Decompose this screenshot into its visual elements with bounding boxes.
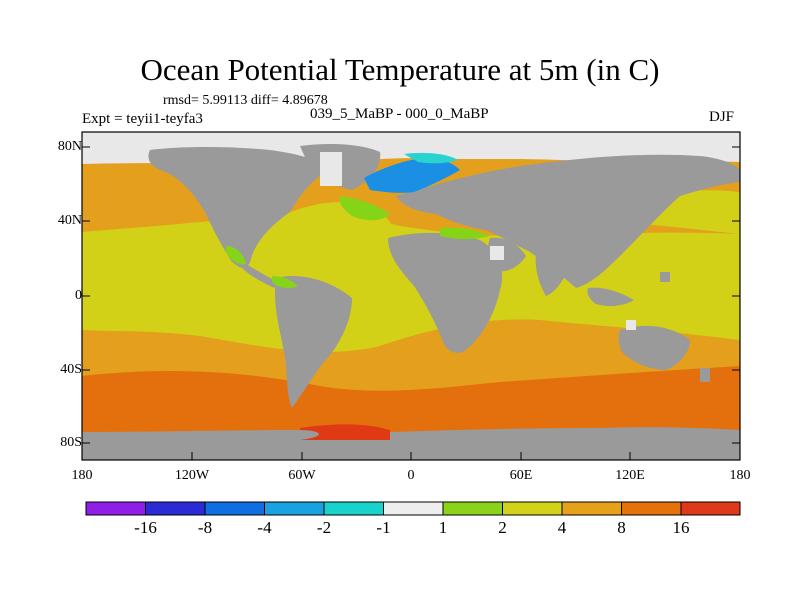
java-sea-spot (626, 320, 636, 330)
colorbar-box-4 (323, 501, 384, 516)
colorbar-box-9 (621, 501, 682, 516)
lon-label-0: 0 (407, 468, 415, 483)
colorbar-label: 1 (438, 518, 448, 537)
colorbar-box-3 (264, 501, 325, 516)
lat-label-40s: 40S (60, 362, 82, 377)
lat-label-eq: 0 (75, 288, 82, 303)
pacific-island-land (660, 272, 670, 282)
antarctic-red-strip (300, 424, 390, 440)
africa-land (388, 232, 503, 353)
south-america-land (274, 276, 352, 408)
india-land (535, 252, 566, 296)
lon-label-180w: 180 (71, 468, 93, 483)
lon-label-120w: 120W (174, 468, 210, 483)
colorbar-label: -2 (316, 518, 332, 537)
mediterranean-green (440, 227, 490, 239)
caribbean-green (272, 276, 298, 289)
baltic-ice-spot (320, 152, 342, 186)
lon-label-120e: 120E (615, 468, 645, 483)
colorbar (85, 501, 741, 516)
arctic-cyan-anomaly (404, 152, 458, 164)
colorbar-label: -16 (134, 518, 157, 537)
colorbar-label: -1 (376, 518, 391, 537)
colorbar-box-7 (502, 501, 563, 516)
colorbar-label: -4 (257, 518, 272, 537)
lat-label-80n: 80N (57, 139, 82, 154)
chart-title: Ocean Potential Temperature at 5m (in C) (140, 52, 660, 87)
lon-label-60w: 60W (288, 468, 316, 483)
eurasia-land (396, 154, 740, 288)
colorbar-box-2 (204, 501, 265, 516)
lon-label-60e: 60E (509, 468, 533, 483)
pacific-island-land-2 (700, 368, 710, 382)
central-america-land (242, 264, 278, 288)
colorbar-box-0 (85, 501, 146, 516)
axis-ticks (81, 146, 741, 460)
colorbar-box-5 (383, 501, 444, 516)
australia-land (618, 325, 690, 370)
lat-label-40n: 40N (57, 213, 82, 228)
colorbar-box-10 (680, 501, 741, 516)
colorbar-label: -8 (197, 518, 213, 537)
colorbar-box-1 (145, 501, 206, 516)
north-atlantic-green (339, 196, 390, 221)
colorbar-box-6 (442, 501, 503, 516)
colorbar-label: 8 (617, 518, 626, 537)
experiment-label: Expt = teyii1-teyfa3 (82, 111, 203, 127)
colorbar-box-8 (561, 501, 622, 516)
colorbar-label: 4 (557, 518, 567, 537)
lat-label-80s: 80S (60, 435, 82, 450)
black-sea-spot (490, 246, 504, 260)
indonesia-land (587, 287, 634, 307)
gulf-green (226, 246, 246, 265)
rmsd-diff-stats: rmsd= 5.99113 diff= 4.89678 (163, 93, 328, 108)
lon-label-180e: 180 (729, 468, 751, 483)
season-label: DJF (709, 109, 735, 125)
antarctica-land (82, 427, 740, 460)
colorbar-label: 16 (672, 518, 690, 537)
arctic-cold-anomaly (364, 158, 460, 193)
southern-ocean-band (82, 366, 740, 440)
colorbar-label: 2 (498, 518, 507, 537)
period-subtitle: 039_5_MaBP - 000_0_MaBP (310, 106, 489, 122)
north-america-land (148, 147, 330, 269)
